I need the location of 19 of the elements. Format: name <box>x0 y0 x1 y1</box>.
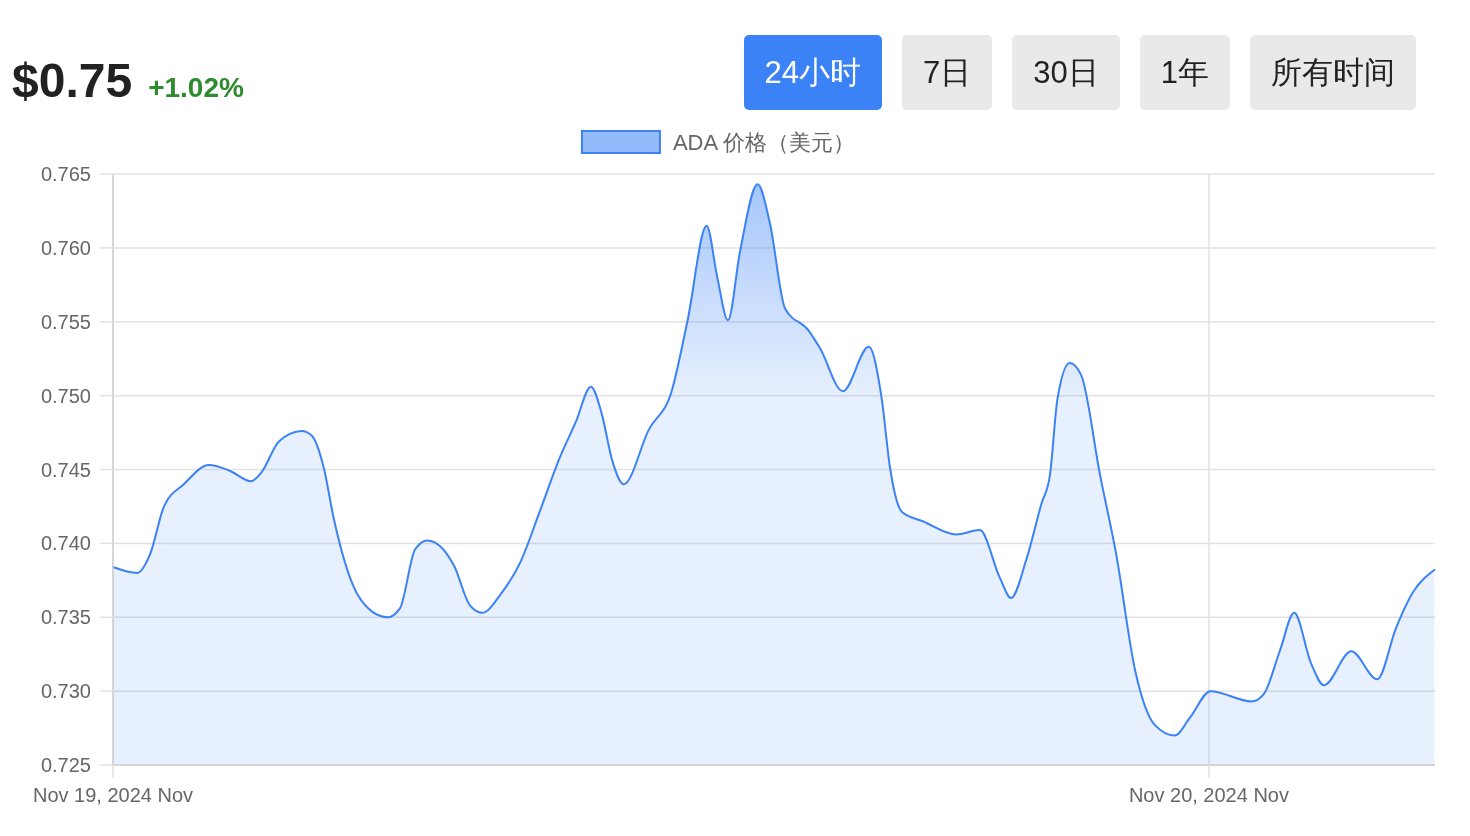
y-tick-label: 0.755 <box>40 310 91 333</box>
x-tick-label: Nov 19, 2024 Nov <box>32 784 194 806</box>
y-tick-label: 0.740 <box>40 532 91 555</box>
y-tick-label: 0.730 <box>40 680 91 703</box>
range-button[interactable]: 30日 <box>1012 35 1120 110</box>
range-button[interactable]: 1年 <box>1139 35 1230 110</box>
y-tick-label: 0.760 <box>40 236 91 259</box>
chart-title: $0.75 <box>12 54 133 107</box>
y-tick-label: 0.765 <box>40 163 91 185</box>
range-button[interactable]: 7日 <box>902 35 993 110</box>
y-tick-label: 0.745 <box>40 458 91 481</box>
range-button[interactable]: 所有时间 <box>1250 35 1416 110</box>
y-tick-label: 0.725 <box>40 754 91 776</box>
legend-label: ADA 价格（美元） <box>672 129 856 155</box>
chart-subtitle: +1.02% <box>148 72 244 103</box>
y-tick-label: 0.735 <box>40 606 91 629</box>
x-tick-label: Nov 20, 2024 Nov <box>1128 784 1290 806</box>
range-button[interactable]: 24小时 <box>743 35 882 110</box>
y-tick-label: 0.750 <box>40 384 91 407</box>
